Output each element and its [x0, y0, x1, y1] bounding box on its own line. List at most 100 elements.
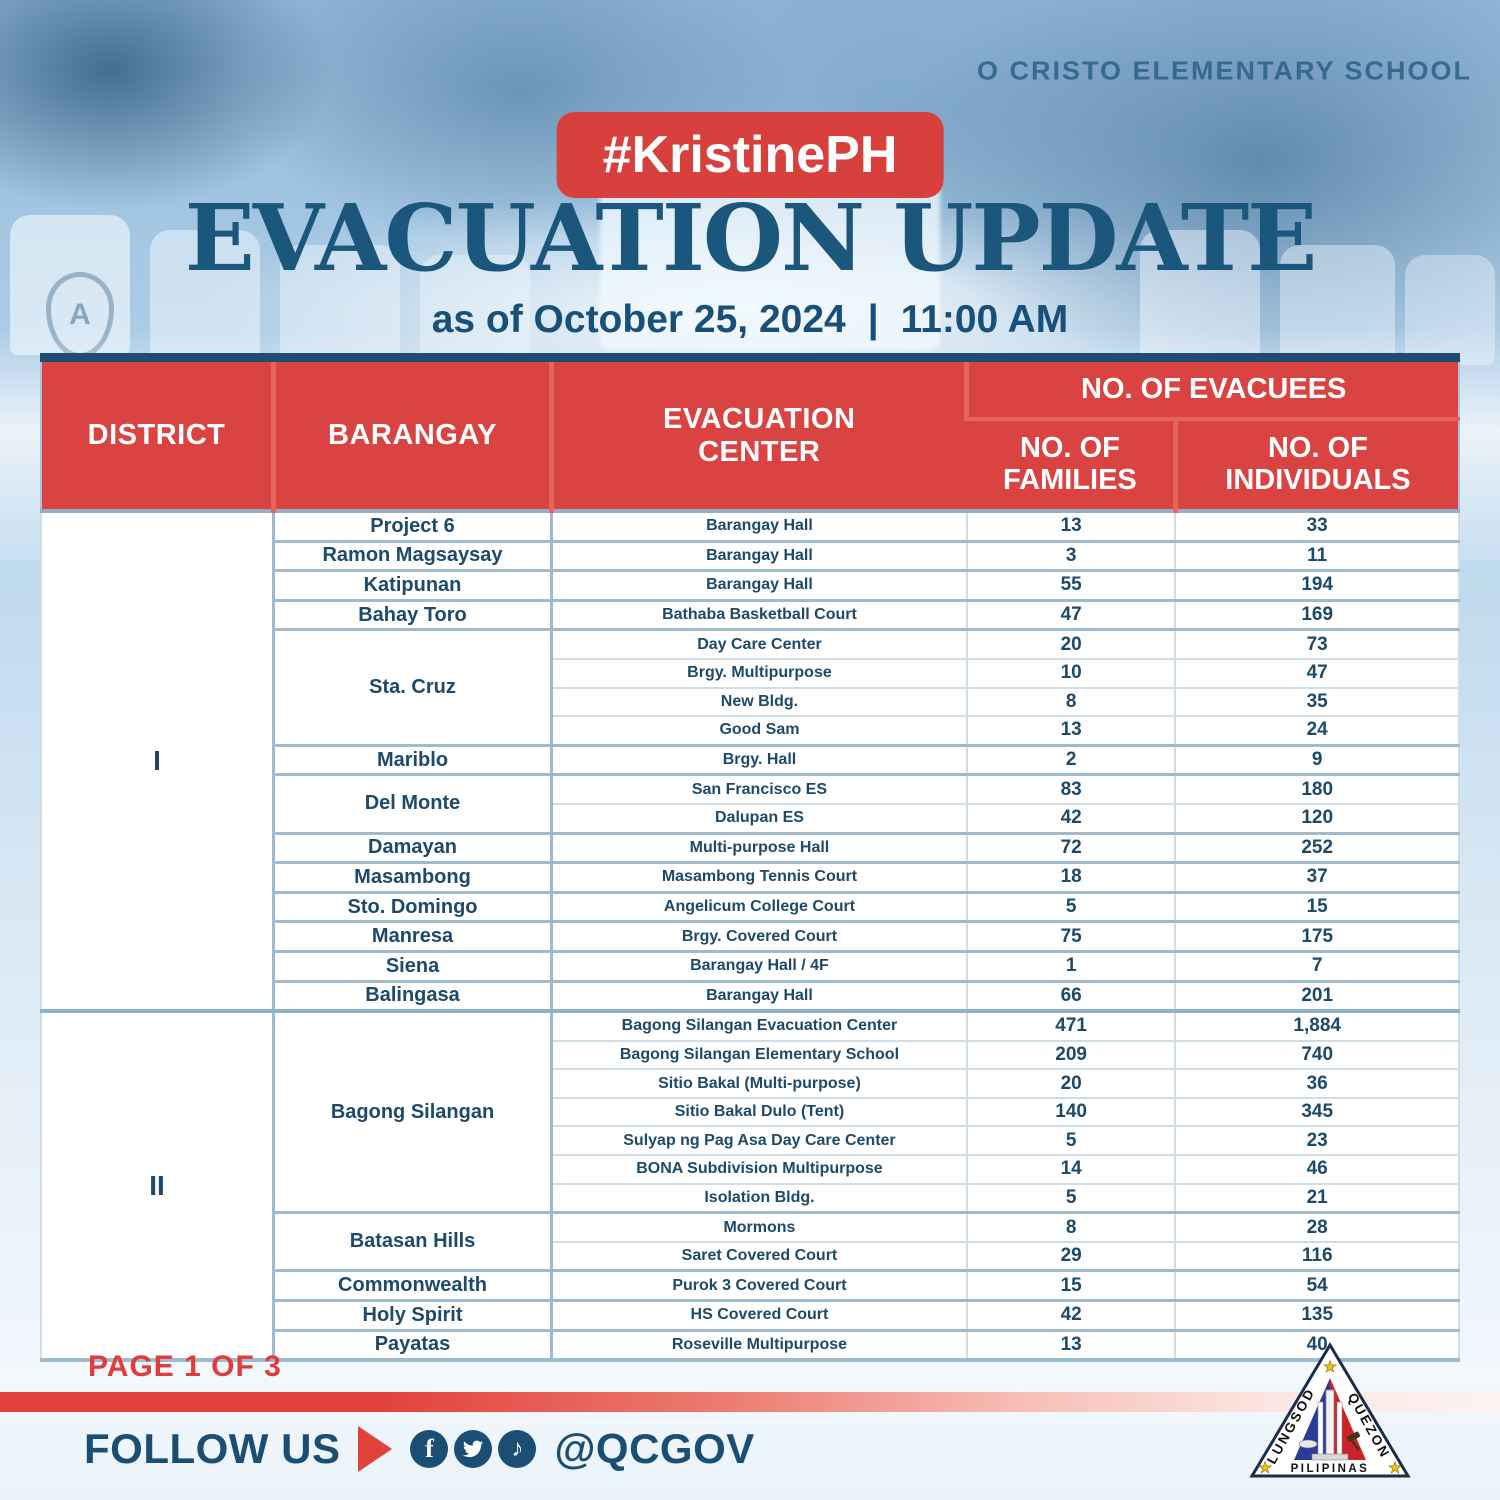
svg-text:★: ★ — [1323, 1359, 1337, 1376]
families-cell: 42 — [965, 1299, 1177, 1332]
center-cell: Barangay Hall — [550, 508, 968, 543]
twitter-icon[interactable] — [454, 1430, 493, 1468]
table-row: Batasan Hills Mormons 8 28 — [41, 1211, 1460, 1272]
families-cell: 10 — [965, 657, 1177, 689]
center-cell: New Bldg. — [550, 686, 968, 718]
center-cell: Isolation Bldg. — [550, 1182, 968, 1214]
table-row: Sitio Bakal Dulo (Tent) 140 345 — [41, 1096, 1460, 1128]
center-cell: Brgy. Covered Court — [550, 920, 968, 953]
individuals-cell: 1,884 — [1174, 1009, 1460, 1042]
center-cell: Mormons — [550, 1211, 968, 1243]
table-row: BONA Subdivision Multipurpose 14 46 — [41, 1154, 1460, 1185]
individuals-cell: 175 — [1174, 920, 1460, 953]
barangay-cell: Katipunan — [272, 569, 553, 602]
center-cell: Brgy. Multipurpose — [550, 657, 968, 689]
table-row: I Project 6 Barangay Hall 13 33 — [40, 508, 1460, 1013]
as-of-date: as of October 25, 2024 — [431, 298, 846, 341]
district-cell: I — [40, 508, 276, 1013]
families-cell: 3 — [965, 539, 1177, 572]
families-cell: 2 — [965, 743, 1177, 776]
families-cell: 15 — [965, 1269, 1177, 1302]
individuals-cell: 180 — [1174, 773, 1460, 805]
families-cell: 55 — [965, 569, 1177, 602]
tiktok-icon[interactable]: ♪ — [498, 1430, 537, 1468]
families-cell: 47 — [965, 598, 1177, 631]
barangay-cell: Project 6 — [272, 508, 553, 543]
center-cell: BONA Subdivision Multipurpose — [550, 1154, 968, 1185]
individuals-cell: 9 — [1174, 743, 1460, 776]
barangay-cell: Payatas — [272, 1328, 553, 1362]
families-cell: 471 — [965, 1009, 1177, 1042]
families-cell: 18 — [965, 861, 1177, 894]
page-title: EVACUATION UPDATE — [184, 184, 1318, 292]
table-row: Dalupan ES 42 120 — [41, 802, 1460, 835]
families-cell: 209 — [965, 1039, 1177, 1071]
table-body: I Project 6 Barangay Hall 13 33 Ramon Magsays… — [40, 508, 1460, 1362]
barangay-cell: Batasan Hills — [272, 1211, 553, 1272]
table-row: New Bldg. 8 35 — [41, 686, 1460, 718]
families-cell: 8 — [965, 1211, 1177, 1243]
barangay-cell: Bahay Toro — [272, 598, 553, 631]
table-row: Saret Covered Court 29 116 — [41, 1240, 1460, 1272]
table-row: Isolation Bldg. 5 21 — [41, 1182, 1460, 1214]
follow-us-row: FOLLOW US f ♪ @QCGOV — [84, 1425, 755, 1473]
center-cell: Barangay Hall — [550, 569, 968, 602]
svg-text:★: ★ — [1388, 1460, 1402, 1477]
families-cell: 1 — [965, 949, 1177, 982]
center-cell: Dalupan ES — [550, 802, 968, 835]
social-icons: f ♪ — [410, 1430, 537, 1468]
quezon-city-seal: ★ ★ ★ LUNGSOD QUEZON PILIPINAS — [1249, 1342, 1411, 1478]
individuals-cell: 40 — [1174, 1328, 1460, 1362]
table-row: Del Monte San Francisco ES 83 180 — [41, 773, 1460, 835]
barangay-cell: Sto. Domingo — [272, 890, 553, 923]
barangay-cell: Damayan — [272, 831, 553, 864]
individuals-cell: 740 — [1174, 1039, 1460, 1071]
individuals-cell: 201 — [1174, 979, 1460, 1013]
table-row: II Bagong Silangan Bagong Silangan Evacuat… — [40, 1009, 1460, 1362]
table-row: Sto. Domingo Angelicum College Court 5 15 — [41, 890, 1460, 923]
barangay-cell: Commonwealth — [272, 1269, 553, 1302]
center-cell: Roseville Multipurpose — [550, 1328, 968, 1362]
center-cell: Bagong Silangan Elementary School — [550, 1039, 968, 1071]
families-cell: 8 — [965, 686, 1177, 718]
social-handle[interactable]: @QCGOV — [554, 1425, 755, 1472]
facebook-icon[interactable]: f — [410, 1430, 449, 1468]
individuals-cell: 11 — [1174, 539, 1460, 572]
individuals-cell: 169 — [1174, 598, 1460, 631]
families-cell: 20 — [965, 1068, 1177, 1099]
center-cell: Good Sam — [550, 715, 968, 747]
table-row: Ramon Magsaysay Barangay Hall 3 11 — [41, 539, 1460, 572]
families-cell: 72 — [965, 831, 1177, 864]
individuals-cell: 252 — [1174, 831, 1460, 864]
center-cell: Sitio Bakal (Multi-purpose) — [550, 1068, 968, 1099]
barangay-cell: Ramon Magsaysay — [272, 539, 553, 572]
barangay-cell: Siena — [272, 949, 553, 982]
col-header-families: NO. OF FAMILIES — [966, 419, 1176, 511]
individuals-cell: 345 — [1174, 1096, 1460, 1128]
families-cell: 5 — [965, 890, 1177, 923]
individuals-cell: 7 — [1174, 949, 1460, 982]
families-cell: 83 — [965, 773, 1177, 805]
table-row: Siena Barangay Hall / 4F 1 7 — [41, 949, 1460, 982]
col-header-evacuees: NO. OF EVACUEES — [964, 357, 1459, 421]
table-row: Balingasa Barangay Hall 66 201 — [41, 979, 1460, 1013]
table-header: DISTRICT BARANGAY EVACUATION CENTER NO. … — [41, 357, 1459, 511]
follow-us-label: FOLLOW US — [84, 1425, 341, 1472]
barangay-cell: Bagong Silangan — [272, 1009, 553, 1214]
barangay-cell: Sta. Cruz — [272, 628, 553, 747]
families-cell: 13 — [965, 715, 1177, 747]
individuals-cell: 15 — [1174, 890, 1460, 923]
arrow-right-icon — [358, 1426, 393, 1472]
barangay-cell: Mariblo — [272, 743, 553, 776]
families-cell: 140 — [965, 1096, 1177, 1128]
center-cell: Sulyap ng Pag Asa Day Care Center — [550, 1125, 968, 1157]
individuals-cell: 47 — [1174, 657, 1460, 689]
table-row: Sta. Cruz Day Care Center 20 73 — [41, 628, 1460, 747]
center-cell: Brgy. Hall — [550, 743, 968, 776]
families-cell: 42 — [965, 802, 1177, 835]
table-row: Commonwealth Purok 3 Covered Court 15 54 — [41, 1269, 1460, 1302]
table-row: Bagong Silangan Elementary School 209 740 — [41, 1039, 1460, 1071]
families-cell: 5 — [965, 1182, 1177, 1214]
individuals-cell: 194 — [1174, 569, 1460, 602]
as-of-line: as of October 25, 2024 | 11:00 AM — [0, 298, 1500, 342]
